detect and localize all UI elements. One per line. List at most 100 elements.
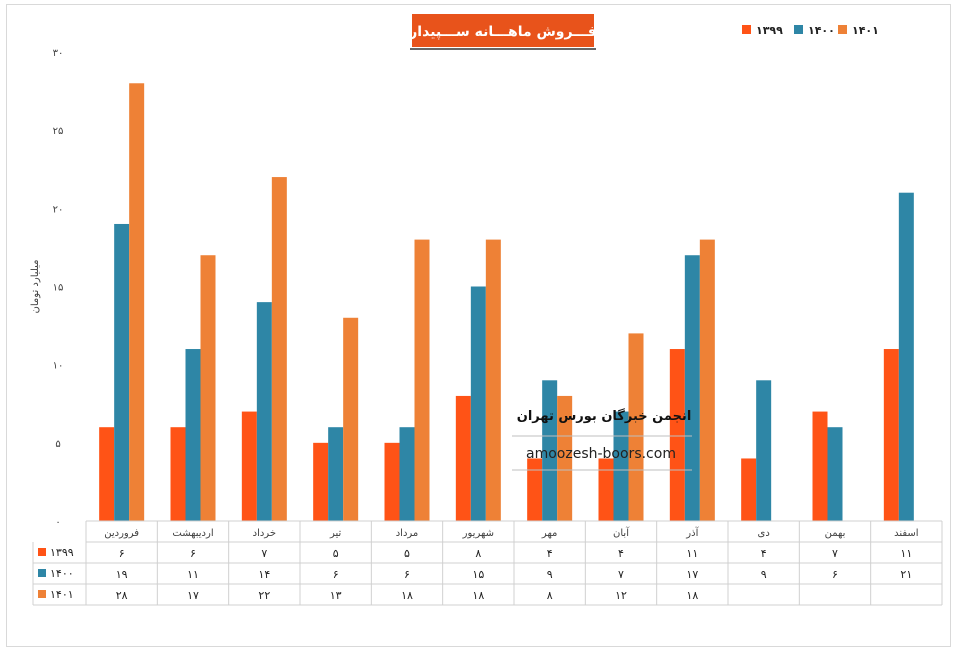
y-tick-label: ۱۰ (53, 361, 64, 372)
legend-label: ۱۴۰۰ (808, 24, 835, 37)
table-cell-value: ۷ (618, 568, 624, 581)
bar (756, 380, 772, 521)
table-cell-value: ۲۲ (258, 589, 270, 602)
table-cell-value: ۵ (333, 547, 339, 560)
table-cell-value: ۱۱ (900, 547, 912, 560)
bar (455, 395, 471, 521)
y-tick-label: ۲۰ (53, 204, 64, 215)
table-series-name: ۱۴۰۱ (50, 588, 74, 601)
bar (741, 458, 757, 521)
table-cell-value: ۸ (547, 589, 553, 602)
table-cell-value: ۹ (547, 568, 553, 581)
table-legend-key (38, 548, 46, 556)
legend-key (742, 25, 751, 34)
bar (414, 239, 430, 521)
category-label: آبان (613, 526, 630, 539)
bar (527, 458, 543, 521)
bar (328, 427, 344, 521)
legend-key (838, 25, 847, 34)
table-cell-value: ۴ (761, 547, 767, 560)
table-cell-value: ۱۸ (686, 589, 698, 602)
y-axis-label: میلیارد تومان (30, 260, 41, 314)
table-cell-value: ۶ (119, 547, 125, 560)
table-cell-value: ۸ (475, 547, 481, 560)
table-legend-key (38, 569, 46, 577)
table-cell-value: ۱۳ (330, 589, 342, 602)
bar (542, 380, 558, 521)
table-cell-value: ۷ (832, 547, 838, 560)
legend-label: ۱۳۹۹ (756, 24, 783, 37)
table-series-name: ۱۳۹۹ (50, 546, 74, 559)
bar (343, 317, 359, 521)
y-tick-label: ۲۵ (53, 126, 64, 137)
table-cell-value: ۹ (761, 568, 767, 581)
title-banner (412, 14, 594, 47)
table-cell-value: ۲۱ (900, 568, 912, 581)
legend-label: ۱۴۰۱ (852, 24, 879, 37)
bar (613, 411, 629, 521)
bar (256, 302, 272, 521)
watermark-site: amoozesh-boors.com (526, 446, 676, 462)
table-cell-value: ۶ (832, 568, 838, 581)
category-label: خرداد (253, 528, 276, 539)
table-cell-value: ۱۵ (472, 568, 484, 581)
y-tick-label: ۳۰ (53, 48, 64, 59)
bar (470, 286, 486, 521)
bar (883, 349, 899, 521)
category-label: دی (758, 528, 770, 539)
bar (399, 427, 415, 521)
watermark-org: انجمن خبرگان بورس تهران (517, 408, 692, 424)
bar (628, 333, 644, 521)
table-cell-value: ۱۷ (187, 589, 199, 602)
category-label: اسفند (894, 528, 918, 539)
bar (185, 349, 201, 521)
category-label: فروردین (104, 528, 139, 539)
bar (898, 192, 914, 521)
y-tick-label: ۱۵ (53, 283, 64, 294)
table-cell-value: ۶ (190, 547, 196, 560)
table-cell-value: ۲۸ (116, 589, 128, 602)
table-cell-value: ۱۷ (686, 568, 698, 581)
y-tick-label: ۰ (55, 517, 60, 528)
table-cell-value: ۶ (333, 568, 339, 581)
table-cell-value: ۱۴ (258, 568, 270, 581)
table-cell-value: ۱۸ (401, 589, 413, 602)
bar (598, 458, 614, 521)
category-label: آذر (685, 526, 699, 539)
legend-key (794, 25, 803, 34)
table-cell-value: ۱۲ (615, 589, 627, 602)
chart-title: فـــروش ماهـــانه ســـپیدار (408, 24, 597, 40)
bar (200, 255, 216, 521)
bar (669, 349, 685, 521)
bar (114, 223, 130, 521)
table-cell-value: ۷ (261, 547, 267, 560)
bar (827, 427, 843, 521)
bar (557, 395, 573, 521)
bar (684, 255, 700, 521)
category-label: شهریور (462, 528, 494, 539)
table-legend-key (38, 590, 46, 598)
table-cell-value: ۴ (618, 547, 624, 560)
y-tick-label: ۵ (55, 439, 60, 450)
bar (384, 442, 400, 521)
table-cell-value: ۶ (404, 568, 410, 581)
bar (699, 239, 715, 521)
table-cell-value: ۴ (547, 547, 553, 560)
bar (241, 411, 257, 521)
bar (170, 427, 186, 521)
category-label: اردیبهشت (172, 528, 213, 539)
bar (129, 83, 145, 522)
category-label: مهر (541, 528, 557, 539)
chart-frame (6, 4, 951, 647)
table-cell-value: ۱۸ (472, 589, 484, 602)
bar (485, 239, 501, 521)
bar (271, 177, 287, 522)
table-cell-value: ۱۱ (187, 568, 199, 581)
table-series-name: ۱۴۰۰ (50, 567, 74, 580)
category-label: مرداد (396, 528, 419, 539)
table-cell-value: ۱۹ (116, 568, 128, 581)
bar (812, 411, 828, 521)
bar (99, 427, 115, 521)
bar (313, 442, 329, 521)
